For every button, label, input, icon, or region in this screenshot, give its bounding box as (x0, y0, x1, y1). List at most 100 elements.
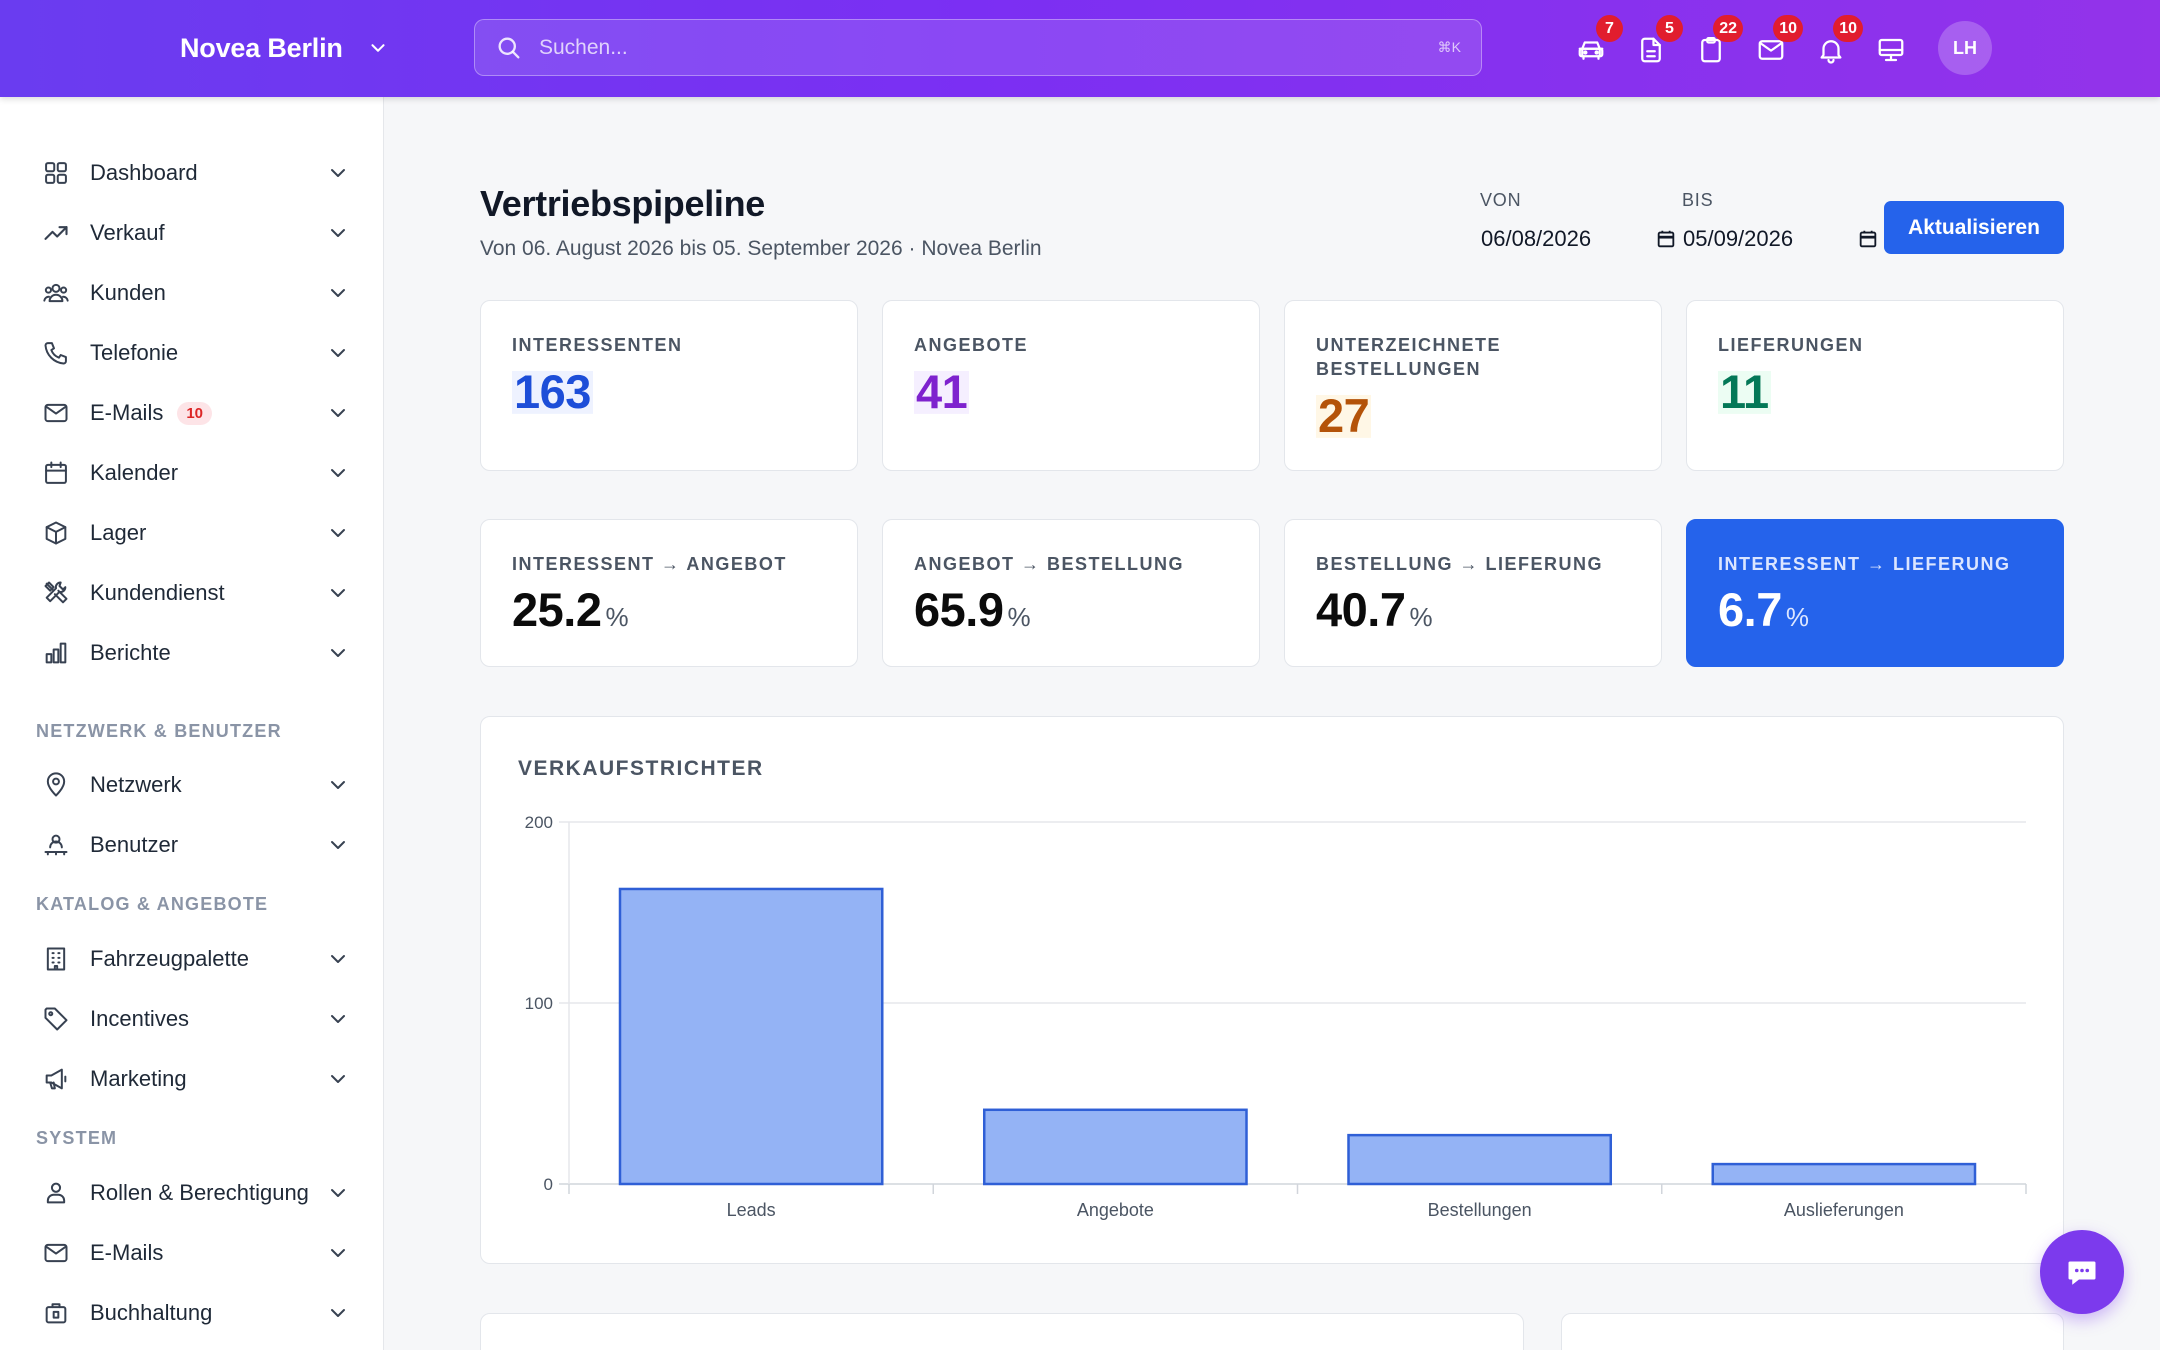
tasks-badge: 22 (1713, 15, 1743, 42)
conversion-unit: % (1007, 602, 1031, 632)
sidebar-item-berichte[interactable]: Berichte (40, 629, 350, 677)
from-date-field[interactable]: 06/08/2026 (1481, 222, 1677, 256)
conversion-rate: 40.7% (1316, 582, 1433, 637)
from-date-value: 06/08/2026 (1481, 226, 1592, 251)
user-network-icon (40, 829, 72, 861)
search-input[interactable] (539, 35, 1438, 60)
sidebar-item-label: Netzwerk (90, 772, 182, 797)
sidebar-item-label: Incentives (90, 1006, 190, 1031)
bottom-card-left (480, 1313, 1524, 1350)
kpi-card-angebote: ANGEBOTE 41 (882, 300, 1260, 471)
conversion-unit: % (605, 602, 629, 632)
update-button[interactable]: Aktualisieren (1884, 201, 2064, 254)
x-tick-label: Auslieferungen (1784, 1200, 1904, 1220)
to-label: BIS (1682, 190, 1714, 210)
mail-icon (1758, 40, 1784, 60)
notifications-badge: 10 (1833, 15, 1863, 42)
conversion-label: ANGEBOT → BESTELLUNG (914, 554, 1185, 574)
conversion-rate: 65.9% (914, 582, 1031, 637)
chevron-down-icon (331, 841, 345, 849)
sidebar-item-system-emails[interactable]: E-Mails (40, 1229, 350, 1277)
bell-icon (1820, 40, 1842, 64)
search-box[interactable]: ⌘K (474, 19, 1482, 76)
documents-badge: 5 (1656, 15, 1683, 42)
chevron-down-icon (331, 529, 345, 537)
sidebar-item-fahrzeugpalette[interactable]: Fahrzeugpalette (40, 935, 350, 983)
sidebar-item-lager[interactable]: Lager (40, 509, 350, 557)
sidebar-item-label: Dashboard (90, 160, 198, 185)
box-icon (40, 517, 72, 549)
sidebar-item-kunden[interactable]: Kunden (40, 269, 350, 317)
to-date-field[interactable]: 05/09/2026 (1683, 222, 1879, 256)
kpi-label: LIEFERUNGEN (1718, 335, 1864, 355)
megaphone-icon (40, 1063, 72, 1095)
chevron-down-icon (331, 781, 345, 789)
bar-auslieferungen (1711, 1162, 1977, 1186)
sidebar-item-incentives[interactable]: Incentives (40, 995, 350, 1043)
calendar-icon[interactable] (1857, 228, 1879, 250)
sidebar-item-marketing[interactable]: Marketing (40, 1055, 350, 1103)
sidebar-item-benutzer[interactable]: Benutzer (40, 821, 350, 869)
sidebar-item-verkauf[interactable]: Verkauf (40, 209, 350, 257)
brand-switcher[interactable]: Novea Berlin (180, 28, 389, 68)
conversion-value: 40.7 (1316, 583, 1406, 636)
sidebar: Dashboard Verkauf Kunden Telefonie E-Mai… (0, 97, 384, 1350)
sidebar-item-kalender[interactable]: Kalender (40, 449, 350, 497)
sidebar-item-label: Kundendienst (90, 580, 225, 605)
chat-button[interactable] (2040, 1230, 2124, 1314)
user-avatar[interactable]: LH (1938, 21, 1992, 75)
sidebar-item-rollen[interactable]: Rollen & Berechtigung (40, 1169, 350, 1217)
chat-icon (2068, 1261, 2096, 1285)
briefcase-icon (40, 1297, 72, 1329)
notifications-button[interactable]: 10 (1811, 15, 1863, 70)
mail-icon (40, 1237, 72, 1269)
conversion-unit: % (1785, 602, 1809, 632)
x-tick-label: Leads (727, 1200, 776, 1220)
trend-icon (40, 217, 72, 249)
bar-angebote (982, 1108, 1248, 1186)
chart-title: VERKAUFSTRICHTER (518, 757, 764, 780)
sidebar-item-netzwerk[interactable]: Netzwerk (40, 761, 350, 809)
car-icon (1578, 41, 1604, 60)
display-button[interactable] (1871, 30, 1911, 70)
calendar-icon[interactable] (1655, 228, 1677, 250)
chevron-down-icon (331, 1249, 345, 1257)
sidebar-item-label: Buchhaltung (90, 1300, 213, 1325)
sidebar-item-kundendienst[interactable]: Kundendienst (40, 569, 350, 617)
sidebar-item-label: E-Mails (90, 1240, 164, 1265)
sidebar-item-telefonie[interactable]: Telefonie (40, 329, 350, 377)
kpi-value: 27 (1316, 388, 1372, 443)
kpi-label: UNTERZEICHNETE BESTELLUNGEN (1316, 335, 1502, 379)
sidebar-item-dashboard[interactable]: Dashboard (40, 149, 350, 197)
sidebar-item-label: Fahrzeugpalette (90, 946, 249, 971)
section-title-katalog: KATALOG & ANGEBOTE (36, 894, 269, 914)
documents-button[interactable]: 5 (1631, 15, 1683, 70)
sidebar-item-label: Lager (90, 520, 147, 545)
vehicles-button[interactable]: 7 (1571, 15, 1623, 70)
page-subtitle: Von 06. August 2026 bis 05. September 20… (480, 237, 1042, 260)
conversion-card-bestellung-lieferung: BESTELLUNG → LIEFERUNG 40.7% (1284, 519, 1662, 667)
chart-icon (40, 637, 72, 669)
clipboard-icon (1701, 37, 1721, 63)
sidebar-item-label: Telefonie (90, 340, 179, 365)
section-title-netzwerk: NETZWERK & BENUTZER (36, 721, 282, 741)
y-tick-label: 200 (525, 813, 553, 832)
tasks-button[interactable]: 22 (1691, 15, 1743, 70)
sidebar-item-label: Rollen & Berechtigung (90, 1180, 309, 1205)
sidebar-item-buchhaltung[interactable]: Buchhaltung (40, 1289, 350, 1337)
chevron-down-icon (331, 409, 345, 417)
sidebar-item-emails[interactable]: E-Mails 10 (40, 389, 350, 437)
chevron-down-icon (331, 1075, 345, 1083)
sidebar-item-label: Benutzer (90, 832, 179, 857)
kpi-label: ANGEBOTE (914, 335, 1029, 355)
chevron-down-icon (331, 1015, 345, 1023)
sidebar-item-label: Kalender (90, 460, 179, 485)
emails-count-badge: 10 (177, 401, 213, 425)
kpi-card-lieferungen: LIEFERUNGEN 11 (1686, 300, 2064, 471)
search-shortcut: ⌘K (1437, 39, 1461, 55)
monitor-icon (1878, 38, 1904, 62)
chevron-down-icon (331, 229, 345, 237)
sidebar-item-label: Berichte (90, 640, 171, 665)
conversion-card-interessent-angebot: INTERESSENT → ANGEBOT 25.2% (480, 519, 858, 667)
mail-button[interactable]: 10 (1751, 15, 1803, 70)
